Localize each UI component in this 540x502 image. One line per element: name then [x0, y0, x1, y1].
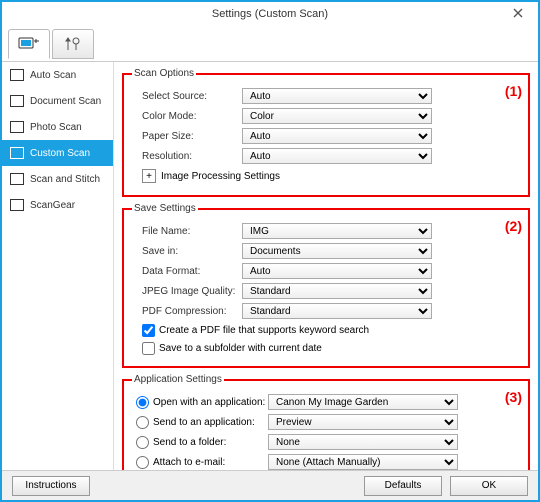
- defaults-button[interactable]: Defaults: [364, 476, 442, 496]
- section-application-settings: Application Settings (3) Open with an ap…: [122, 374, 530, 470]
- custom-scan-icon: [10, 147, 24, 159]
- sidebar-item-label: Auto Scan: [30, 70, 76, 81]
- sidebar-item-label: Custom Scan: [30, 148, 90, 159]
- sidebar-item-label: Scan and Stitch: [30, 174, 100, 185]
- attach-email-radio[interactable]: [136, 456, 149, 469]
- paper-size-dropdown[interactable]: Auto: [242, 128, 432, 144]
- select-source-label: Select Source:: [132, 91, 242, 102]
- annotation-3: (3): [505, 389, 522, 405]
- scangear-icon: [10, 199, 24, 211]
- color-mode-label: Color Mode:: [132, 111, 242, 122]
- sidebar-item-custom-scan[interactable]: Custom Scan: [2, 140, 113, 166]
- document-scan-icon: [10, 95, 24, 107]
- photo-scan-icon: [10, 121, 24, 133]
- save-in-label: Save in:: [132, 246, 242, 257]
- section-save-settings: Save Settings (2) File Name:IMG Save in:…: [122, 203, 530, 368]
- section-legend: Scan Options: [132, 68, 196, 79]
- paper-size-label: Paper Size:: [132, 131, 242, 142]
- auto-scan-icon: [10, 69, 24, 81]
- annotation-1: (1): [505, 83, 522, 99]
- pdf-keyword-checkbox[interactable]: [142, 324, 155, 337]
- tab-scan-from-computer[interactable]: [8, 29, 50, 59]
- jpeg-quality-label: JPEG Image Quality:: [132, 286, 242, 297]
- open-with-app-radio[interactable]: [136, 396, 149, 409]
- sidebar-item-label: ScanGear: [30, 200, 75, 211]
- ok-button[interactable]: OK: [450, 476, 528, 496]
- image-processing-label: Image Processing Settings: [161, 171, 280, 182]
- send-to-folder-radio[interactable]: [136, 436, 149, 449]
- open-with-app-label: Open with an application:: [153, 397, 265, 408]
- jpeg-quality-dropdown[interactable]: Standard: [242, 283, 432, 299]
- tab-tools[interactable]: [52, 29, 94, 59]
- data-format-label: Data Format:: [132, 266, 242, 277]
- file-name-dropdown[interactable]: IMG: [242, 223, 432, 239]
- instructions-button[interactable]: Instructions: [12, 476, 90, 496]
- subfolder-label: Save to a subfolder with current date: [159, 343, 322, 354]
- sidebar-item-label: Document Scan: [30, 96, 101, 107]
- send-to-folder-label: Send to a folder:: [153, 437, 226, 448]
- sidebar-item-document-scan[interactable]: Document Scan: [2, 88, 113, 114]
- sidebar-item-scangear[interactable]: ScanGear: [2, 192, 113, 218]
- sidebar-item-label: Photo Scan: [30, 122, 82, 133]
- close-button[interactable]: [498, 2, 538, 24]
- section-scan-options: Scan Options (1) Select Source:Auto Colo…: [122, 68, 530, 197]
- select-source-dropdown[interactable]: Auto: [242, 88, 432, 104]
- save-in-dropdown[interactable]: Documents: [242, 243, 432, 259]
- file-name-label: File Name:: [132, 226, 242, 237]
- subfolder-checkbox[interactable]: [142, 342, 155, 355]
- color-mode-dropdown[interactable]: Color: [242, 108, 432, 124]
- send-to-app-dropdown[interactable]: Preview: [268, 414, 458, 430]
- send-to-app-label: Send to an application:: [153, 417, 255, 428]
- sidebar-item-auto-scan[interactable]: Auto Scan: [2, 62, 113, 88]
- send-to-app-radio[interactable]: [136, 416, 149, 429]
- pdf-compression-dropdown[interactable]: Standard: [242, 303, 432, 319]
- section-legend: Application Settings: [132, 374, 224, 385]
- pdf-keyword-label: Create a PDF file that supports keyword …: [159, 325, 369, 336]
- expand-image-processing-button[interactable]: +: [142, 169, 156, 183]
- window-title: Settings (Custom Scan): [212, 8, 328, 20]
- resolution-dropdown[interactable]: Auto: [242, 148, 432, 164]
- annotation-2: (2): [505, 218, 522, 234]
- section-legend: Save Settings: [132, 203, 198, 214]
- sidebar-item-scan-and-stitch[interactable]: Scan and Stitch: [2, 166, 113, 192]
- sidebar-item-photo-scan[interactable]: Photo Scan: [2, 114, 113, 140]
- send-to-folder-dropdown[interactable]: None: [268, 434, 458, 450]
- resolution-label: Resolution:: [132, 151, 242, 162]
- pdf-compression-label: PDF Compression:: [132, 306, 242, 317]
- data-format-dropdown[interactable]: Auto: [242, 263, 432, 279]
- scan-stitch-icon: [10, 173, 24, 185]
- sidebar: Auto Scan Document Scan Photo Scan Custo…: [2, 62, 114, 470]
- open-with-app-dropdown[interactable]: Canon My Image Garden: [268, 394, 458, 410]
- attach-email-label: Attach to e-mail:: [153, 457, 225, 468]
- attach-email-dropdown[interactable]: None (Attach Manually): [268, 454, 458, 470]
